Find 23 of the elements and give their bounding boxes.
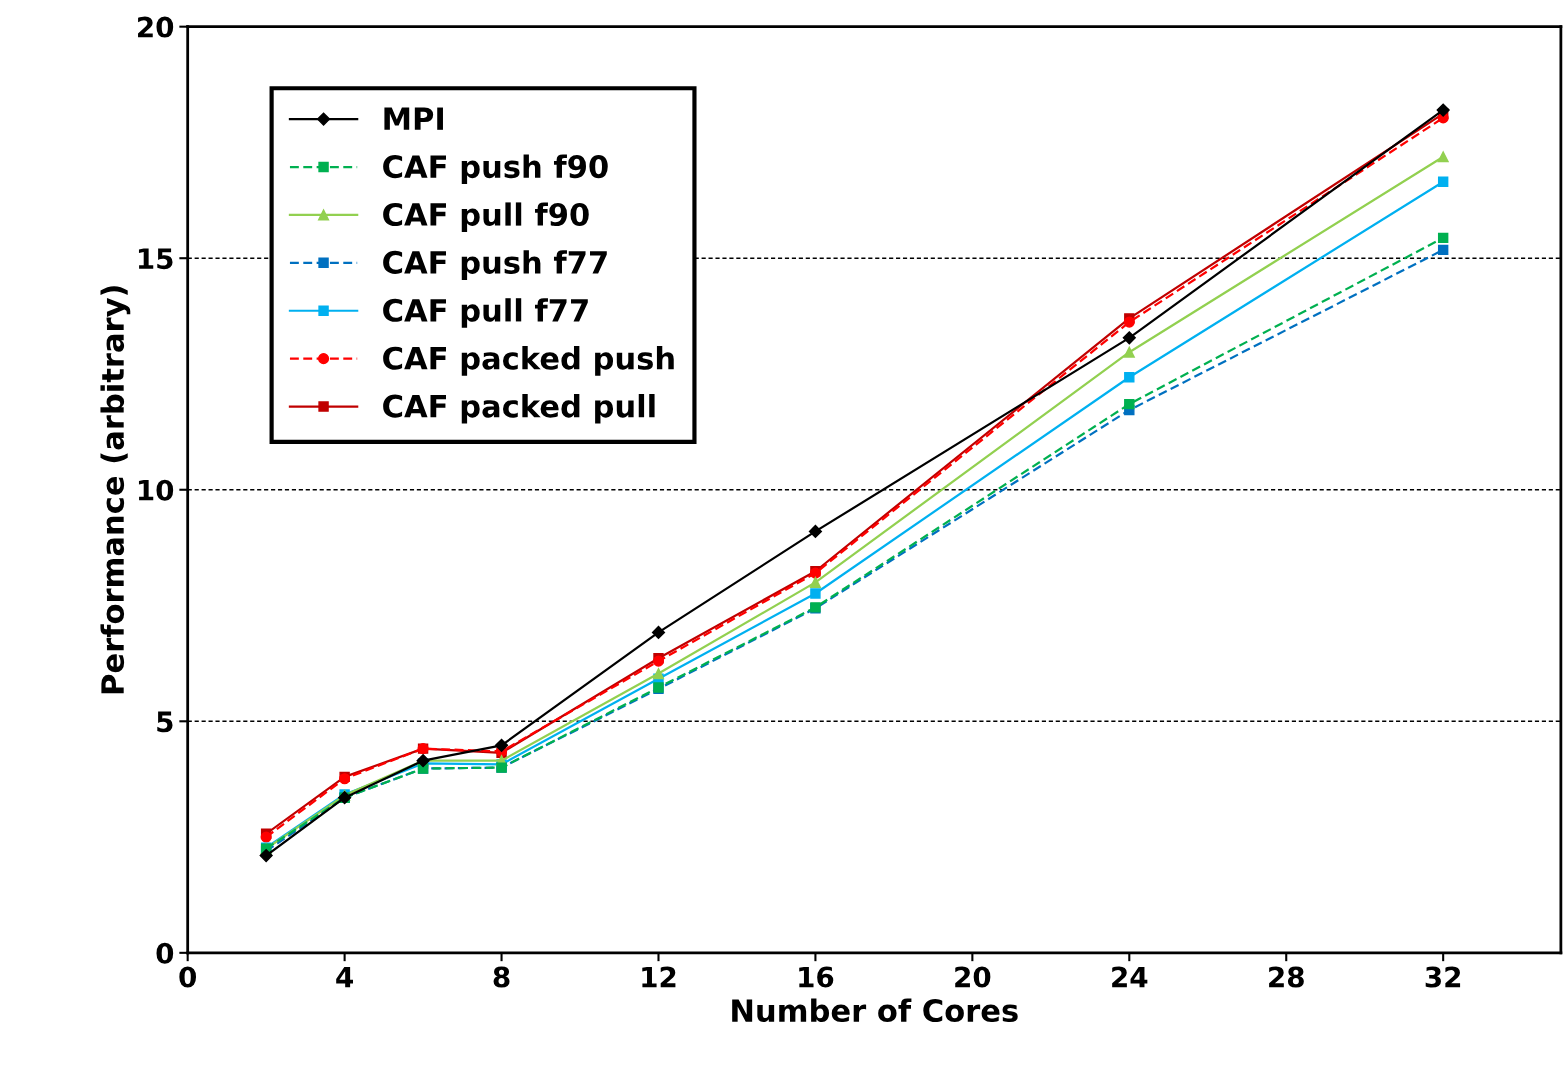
legend-label: MPI (384, 107, 443, 130)
y-tick-label: 20 (138, 16, 174, 38)
x-axis-title: Number of Cores (732, 998, 1018, 1023)
legend-label: CAF push f90 (383, 154, 608, 185)
x-tick-label: 32 (1425, 966, 1461, 988)
y-tick-label: 0 (156, 942, 174, 964)
x-tick-label: 8 (493, 966, 510, 988)
x-tick-label: 12 (642, 966, 676, 988)
legend-label: CAF packed pull (383, 394, 655, 424)
y-tick-label: 10 (138, 479, 174, 501)
x-tick-label: 24 (1112, 966, 1148, 988)
legend-label: CAF push f77 (383, 250, 607, 280)
x-tick-label: 28 (1269, 966, 1304, 988)
legend-label: CAF pull f90 (383, 202, 589, 232)
x-tick-label: 0 (179, 966, 197, 988)
legend-label: CAF packed push (383, 346, 674, 376)
legend-label: CAF pull f77 (383, 298, 588, 328)
x-tick-label: 16 (799, 966, 834, 988)
x-tick-label: 20 (955, 966, 991, 988)
y-tick-label: 15 (138, 248, 173, 270)
x-tick-label: 4 (336, 966, 353, 988)
y-axis-title: Performance (arbitrary) (100, 286, 131, 694)
y-tick-label: 5 (157, 711, 173, 733)
